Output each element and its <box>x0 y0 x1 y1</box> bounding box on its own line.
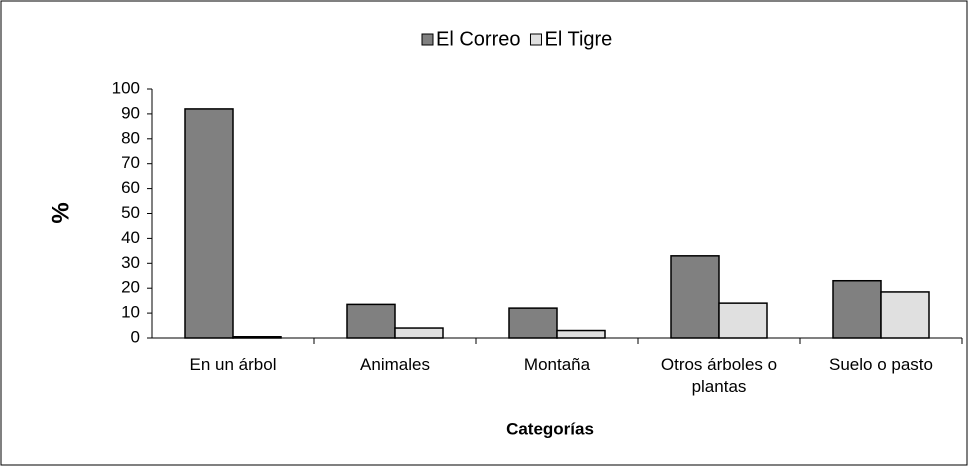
x-tick-label: Suelo o pasto <box>829 355 933 374</box>
legend-label: El Tigre <box>544 28 612 50</box>
bar <box>394 327 444 339</box>
bar <box>880 291 930 339</box>
bar <box>718 302 768 339</box>
y-tick-label: 70 <box>121 153 140 172</box>
y-tick-label: 0 <box>131 327 140 346</box>
y-tick-label: 10 <box>121 303 140 322</box>
y-tick-label: 30 <box>121 253 140 272</box>
legend-label: El Correo <box>436 28 520 50</box>
bar <box>346 303 396 339</box>
y-tick-label: 60 <box>121 178 140 197</box>
y-tick-label: 90 <box>121 103 140 122</box>
x-tick-label: Animales <box>360 355 430 374</box>
bar <box>832 279 882 339</box>
y-axis-title: % <box>47 202 74 223</box>
y-tick-label: 20 <box>121 278 140 297</box>
y-tick-label: 100 <box>112 78 140 97</box>
y-tick-label: 80 <box>121 128 140 147</box>
x-tick-label: Montaña <box>523 355 591 374</box>
legend-swatch <box>421 33 434 46</box>
bar <box>184 108 234 339</box>
y-tick-label: 40 <box>121 228 140 247</box>
x-tick-label: Otros árboles o plantas <box>660 355 778 396</box>
bar <box>508 307 558 339</box>
x-axis-title: Categorías <box>506 419 594 438</box>
x-tick-label: En un árbol <box>189 355 277 374</box>
y-tick-label: 50 <box>121 203 140 222</box>
bar <box>670 255 720 339</box>
legend-swatch <box>529 33 542 46</box>
bar <box>556 329 606 339</box>
